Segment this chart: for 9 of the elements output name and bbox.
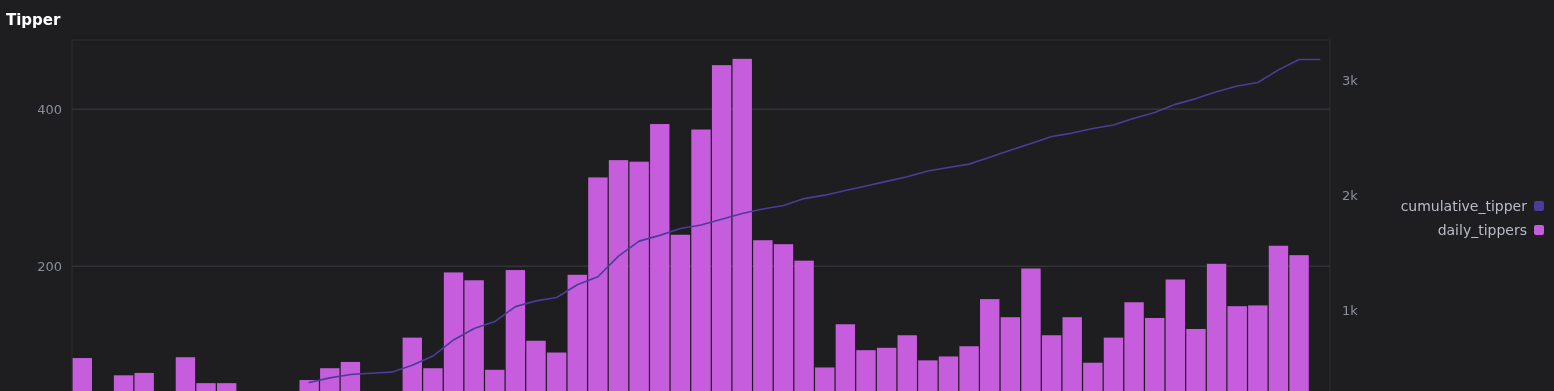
legend-label: cumulative_tipper [1400, 197, 1528, 214]
chart-title: Tipper [6, 11, 62, 29]
y2-tick-label: 1k [1342, 302, 1359, 318]
y2-tick-label: 2k [1342, 187, 1359, 203]
legend-label: daily_tippers [1437, 221, 1527, 238]
y-tick-label: 400 [37, 101, 62, 117]
line-series [308, 58, 1321, 384]
y-tick-label: 200 [37, 258, 62, 274]
y2-tick-label: 3k [1342, 72, 1359, 88]
